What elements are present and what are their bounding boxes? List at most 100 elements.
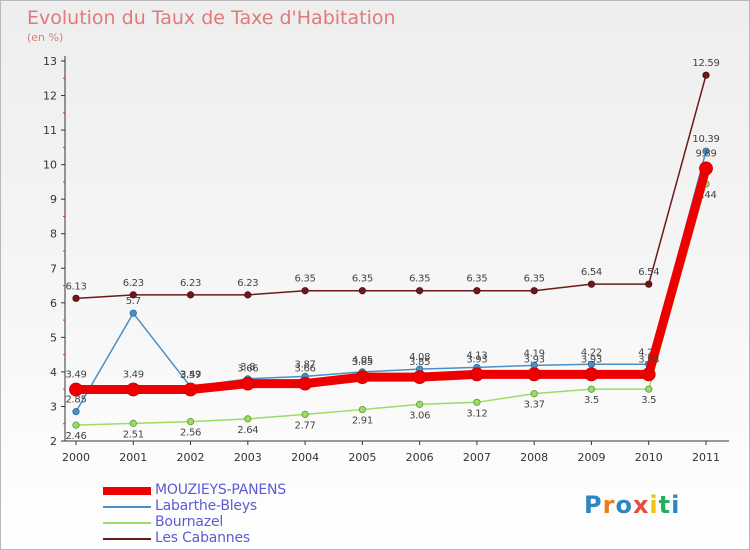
data-point-labarthe [702, 147, 710, 155]
data-point-bournazel [358, 405, 366, 414]
data-point-bournazel [530, 390, 538, 398]
data-label-mouzieys: 3.66 [295, 364, 316, 375]
x-tick-label: 2000 [62, 451, 90, 464]
data-point-mouzieys [699, 161, 713, 176]
logo-letter: x [632, 491, 650, 519]
y-tick-label: 7 [50, 262, 57, 275]
data-label-mouzieys: 3.93 [524, 354, 545, 365]
data-point-bournazel [186, 418, 195, 426]
data-label-mouzieys: 3.93 [638, 354, 659, 365]
x-tick-label: 2007 [463, 451, 491, 464]
data-point-mouzieys [527, 367, 542, 382]
y-tick-label: 10 [43, 159, 57, 172]
x-tick-label: 2010 [635, 451, 663, 464]
data-label-bournazel: 2.46 [65, 431, 86, 442]
proxiti-logo: Proxiti [584, 491, 680, 519]
chart-unit-label: (en %) [27, 31, 64, 44]
data-label-bournazel: 3.37 [524, 400, 545, 411]
data-label-labarthe: 3.87 [295, 359, 316, 370]
data-point-les-cabannes [416, 287, 424, 295]
y-tick-label: 6 [50, 297, 57, 310]
data-point-mouzieys [126, 382, 141, 397]
logo-letter: o [615, 491, 633, 519]
data-label-bournazel: 2.51 [123, 429, 144, 440]
x-tick-label: 2001 [119, 451, 147, 464]
data-label-labarthe: 3.57 [180, 370, 201, 381]
data-point-mouzieys [470, 367, 484, 382]
data-point-bournazel [416, 400, 424, 408]
x-tick-label: 2004 [291, 451, 319, 464]
data-label-mouzieys: 3.85 [352, 357, 373, 368]
data-label-mouzieys: 3.93 [581, 354, 602, 365]
data-label-mouzieys: 3.49 [180, 370, 201, 381]
data-point-mouzieys [355, 370, 370, 384]
data-point-les-cabannes [186, 291, 195, 299]
data-point-mouzieys [183, 382, 198, 397]
series-line-mouzieys [76, 167, 711, 395]
data-point-mouzieys [412, 370, 427, 384]
data-label-labarthe: 4.05 [352, 355, 373, 366]
data-label-labarthe: 4.22 [581, 347, 602, 358]
data-point-les-cabannes [645, 280, 653, 288]
data-label-les-cabannes: 6.35 [352, 274, 373, 285]
logo-letter: r [602, 491, 616, 519]
series-line-bournazel [75, 183, 707, 426]
chart-title: Evolution du Taux de Taxe d'Habitation [27, 7, 396, 29]
x-tick-label: 2011 [692, 451, 720, 464]
data-label-les-cabannes: 6.35 [295, 274, 316, 285]
data-point-les-cabannes [244, 291, 252, 299]
data-label-les-cabannes: 6.23 [180, 278, 201, 289]
data-label-bournazel: 3.06 [409, 410, 430, 421]
y-tick-label: 11 [43, 124, 57, 137]
data-label-labarthe: 3.8 [240, 362, 255, 373]
logo-letter: i [671, 491, 681, 519]
data-point-les-cabannes [702, 71, 710, 79]
x-tick-label: 2003 [234, 451, 262, 464]
data-point-les-cabannes [301, 287, 309, 295]
data-point-labarthe [129, 309, 137, 317]
data-label-les-cabannes: 6.54 [638, 267, 659, 278]
data-point-bournazel [72, 421, 80, 429]
data-point-mouzieys [298, 376, 312, 391]
legend-swatch-cabannes [103, 538, 151, 540]
data-point-mouzieys [69, 382, 83, 397]
legend-label-bournazel: Bournazel [155, 514, 224, 530]
data-label-labarthe: 10.39 [692, 134, 719, 145]
data-label-mouzieys: 3.93 [466, 354, 487, 365]
data-label-les-cabannes: 12.59 [692, 58, 719, 69]
data-label-les-cabannes: 6.35 [466, 274, 487, 285]
data-label-les-cabannes: 6.23 [123, 278, 144, 289]
data-point-les-cabannes [587, 280, 596, 288]
data-label-mouzieys: 9.89 [695, 148, 716, 159]
x-tick-label: 2009 [577, 451, 605, 464]
y-tick-label: 13 [43, 55, 57, 68]
data-point-bournazel [645, 385, 653, 393]
data-label-mouzieys: 3.66 [237, 364, 258, 375]
logo-letter: i [649, 491, 659, 519]
data-label-labarthe: 4.08 [409, 352, 430, 363]
y-tick-label: 9 [50, 193, 57, 206]
data-label-bournazel: 9.44 [695, 190, 716, 201]
legend-swatch-bournazel [103, 522, 151, 524]
logo-letter: P [584, 491, 603, 519]
data-point-mouzieys [584, 367, 599, 382]
y-tick-label: 12 [43, 90, 57, 103]
data-label-labarthe: 5.7 [126, 296, 141, 307]
data-point-bournazel [301, 410, 309, 418]
y-tick-label: 4 [50, 366, 57, 379]
series-line-les-cabannes [75, 74, 707, 300]
data-label-les-cabannes: 6.13 [65, 281, 86, 292]
data-point-bournazel [473, 398, 481, 406]
data-label-bournazel: 2.56 [180, 428, 201, 439]
data-label-bournazel: 3.5 [584, 395, 599, 406]
x-tick-label: 2002 [177, 451, 205, 464]
data-label-bournazel: 3.5 [641, 395, 656, 406]
data-label-mouzieys: 3.49 [65, 370, 86, 381]
data-label-bournazel: 2.77 [295, 420, 316, 431]
y-tick-label: 2 [50, 435, 57, 448]
y-tick-label: 5 [50, 331, 57, 344]
series-line-labarthe [75, 150, 707, 413]
data-point-labarthe [72, 408, 80, 416]
data-label-labarthe: 4.22 [638, 347, 659, 358]
